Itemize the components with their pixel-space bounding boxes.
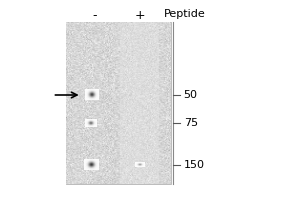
Text: +: + xyxy=(135,9,146,22)
Text: 50: 50 xyxy=(184,90,198,100)
Text: -: - xyxy=(92,9,97,22)
Text: 150: 150 xyxy=(184,160,205,170)
Text: Peptide: Peptide xyxy=(164,9,206,19)
Bar xyxy=(66,22,171,184)
Text: 75: 75 xyxy=(184,118,198,128)
